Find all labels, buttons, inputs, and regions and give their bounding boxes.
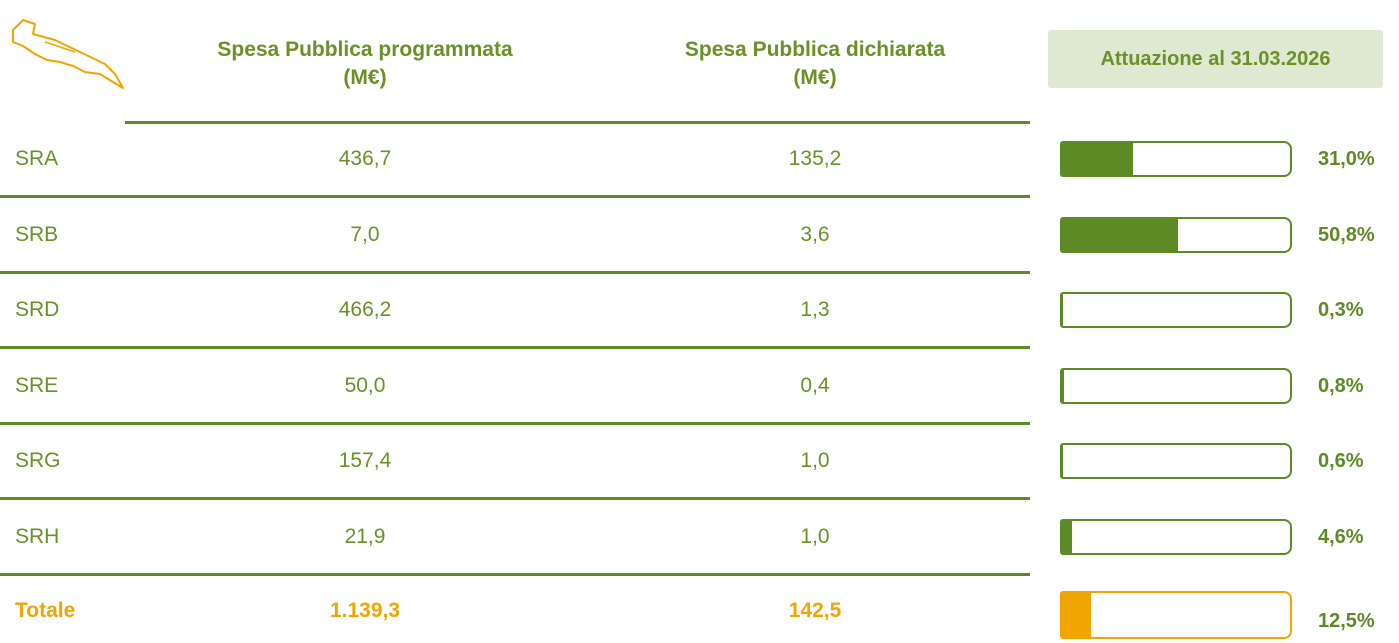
dichiarata: 135,2 — [788, 147, 842, 170]
row-name: Totale — [15, 599, 76, 622]
dichiarata: 3,6 — [800, 222, 830, 246]
row-name: SRD — [15, 298, 60, 321]
percent-label: 4,6% — [1318, 525, 1364, 548]
row-name: SRE — [15, 373, 59, 397]
dichiarata: 1,0 — [800, 524, 830, 548]
dichiarata: 1,3 — [800, 298, 830, 321]
dichiarata: 1,0 — [800, 449, 830, 472]
progress-fill — [1062, 218, 1178, 251]
row-separator — [0, 497, 1030, 500]
column-header: Spesa Pubblica programmata (M€) — [165, 36, 565, 92]
progress-fill — [1062, 369, 1064, 402]
percent-label: 0,3% — [1318, 299, 1364, 321]
column-title: Spesa Pubblica dichiarata — [684, 38, 946, 61]
percent-label: 50,8% — [1318, 223, 1375, 246]
progress-track — [1060, 591, 1292, 639]
row-separator — [0, 421, 1030, 425]
progress-fill — [1062, 593, 1091, 637]
header-separator — [125, 121, 1030, 124]
programmata: 1.139,3 — [329, 599, 401, 622]
region-icon — [12, 19, 124, 89]
progress-fill — [1062, 143, 1133, 175]
row-separator — [0, 270, 1030, 274]
column-header: Spesa Pubblica dichiarata (M€) — [615, 36, 1015, 92]
row-name: SRA — [15, 147, 59, 170]
percent-label: 31,0% — [1318, 148, 1375, 170]
progress-track — [1060, 292, 1292, 328]
programmata: 7,0 — [350, 222, 380, 246]
progress-fill — [1062, 294, 1063, 326]
percent-label: 0,8% — [1318, 374, 1364, 397]
programmata: 21,9 — [344, 524, 386, 548]
percent-label: 12,5% — [1318, 610, 1375, 632]
programmata: 436,7 — [338, 147, 392, 170]
column-unit: (M€) — [343, 66, 387, 89]
column-unit: (M€) — [793, 66, 837, 89]
attuazione-header: Attuazione al 31.03.2026 — [1048, 30, 1383, 88]
progress-track — [1060, 518, 1292, 555]
progress-fill — [1062, 445, 1064, 477]
row-name: SRG — [15, 449, 61, 472]
progress-track — [1060, 141, 1292, 177]
row-name: SRH — [15, 524, 60, 548]
progress-track — [1060, 367, 1292, 404]
percent-label: 0,6% — [1318, 450, 1364, 472]
programmata: 466,2 — [338, 298, 392, 321]
dichiarata: 142,5 — [788, 599, 842, 622]
programmata: 50,0 — [344, 373, 386, 397]
column-title: Spesa Pubblica programmata — [217, 38, 513, 61]
programmata: 157,4 — [338, 449, 392, 472]
progress-track — [1060, 216, 1292, 253]
row-name: SRB — [15, 222, 59, 246]
progress-track — [1060, 443, 1292, 479]
dichiarata: 0,4 — [800, 373, 830, 397]
row-separator — [0, 572, 1030, 576]
row-separator — [0, 346, 1030, 349]
progress-fill — [1062, 520, 1073, 553]
row-separator — [0, 195, 1030, 198]
